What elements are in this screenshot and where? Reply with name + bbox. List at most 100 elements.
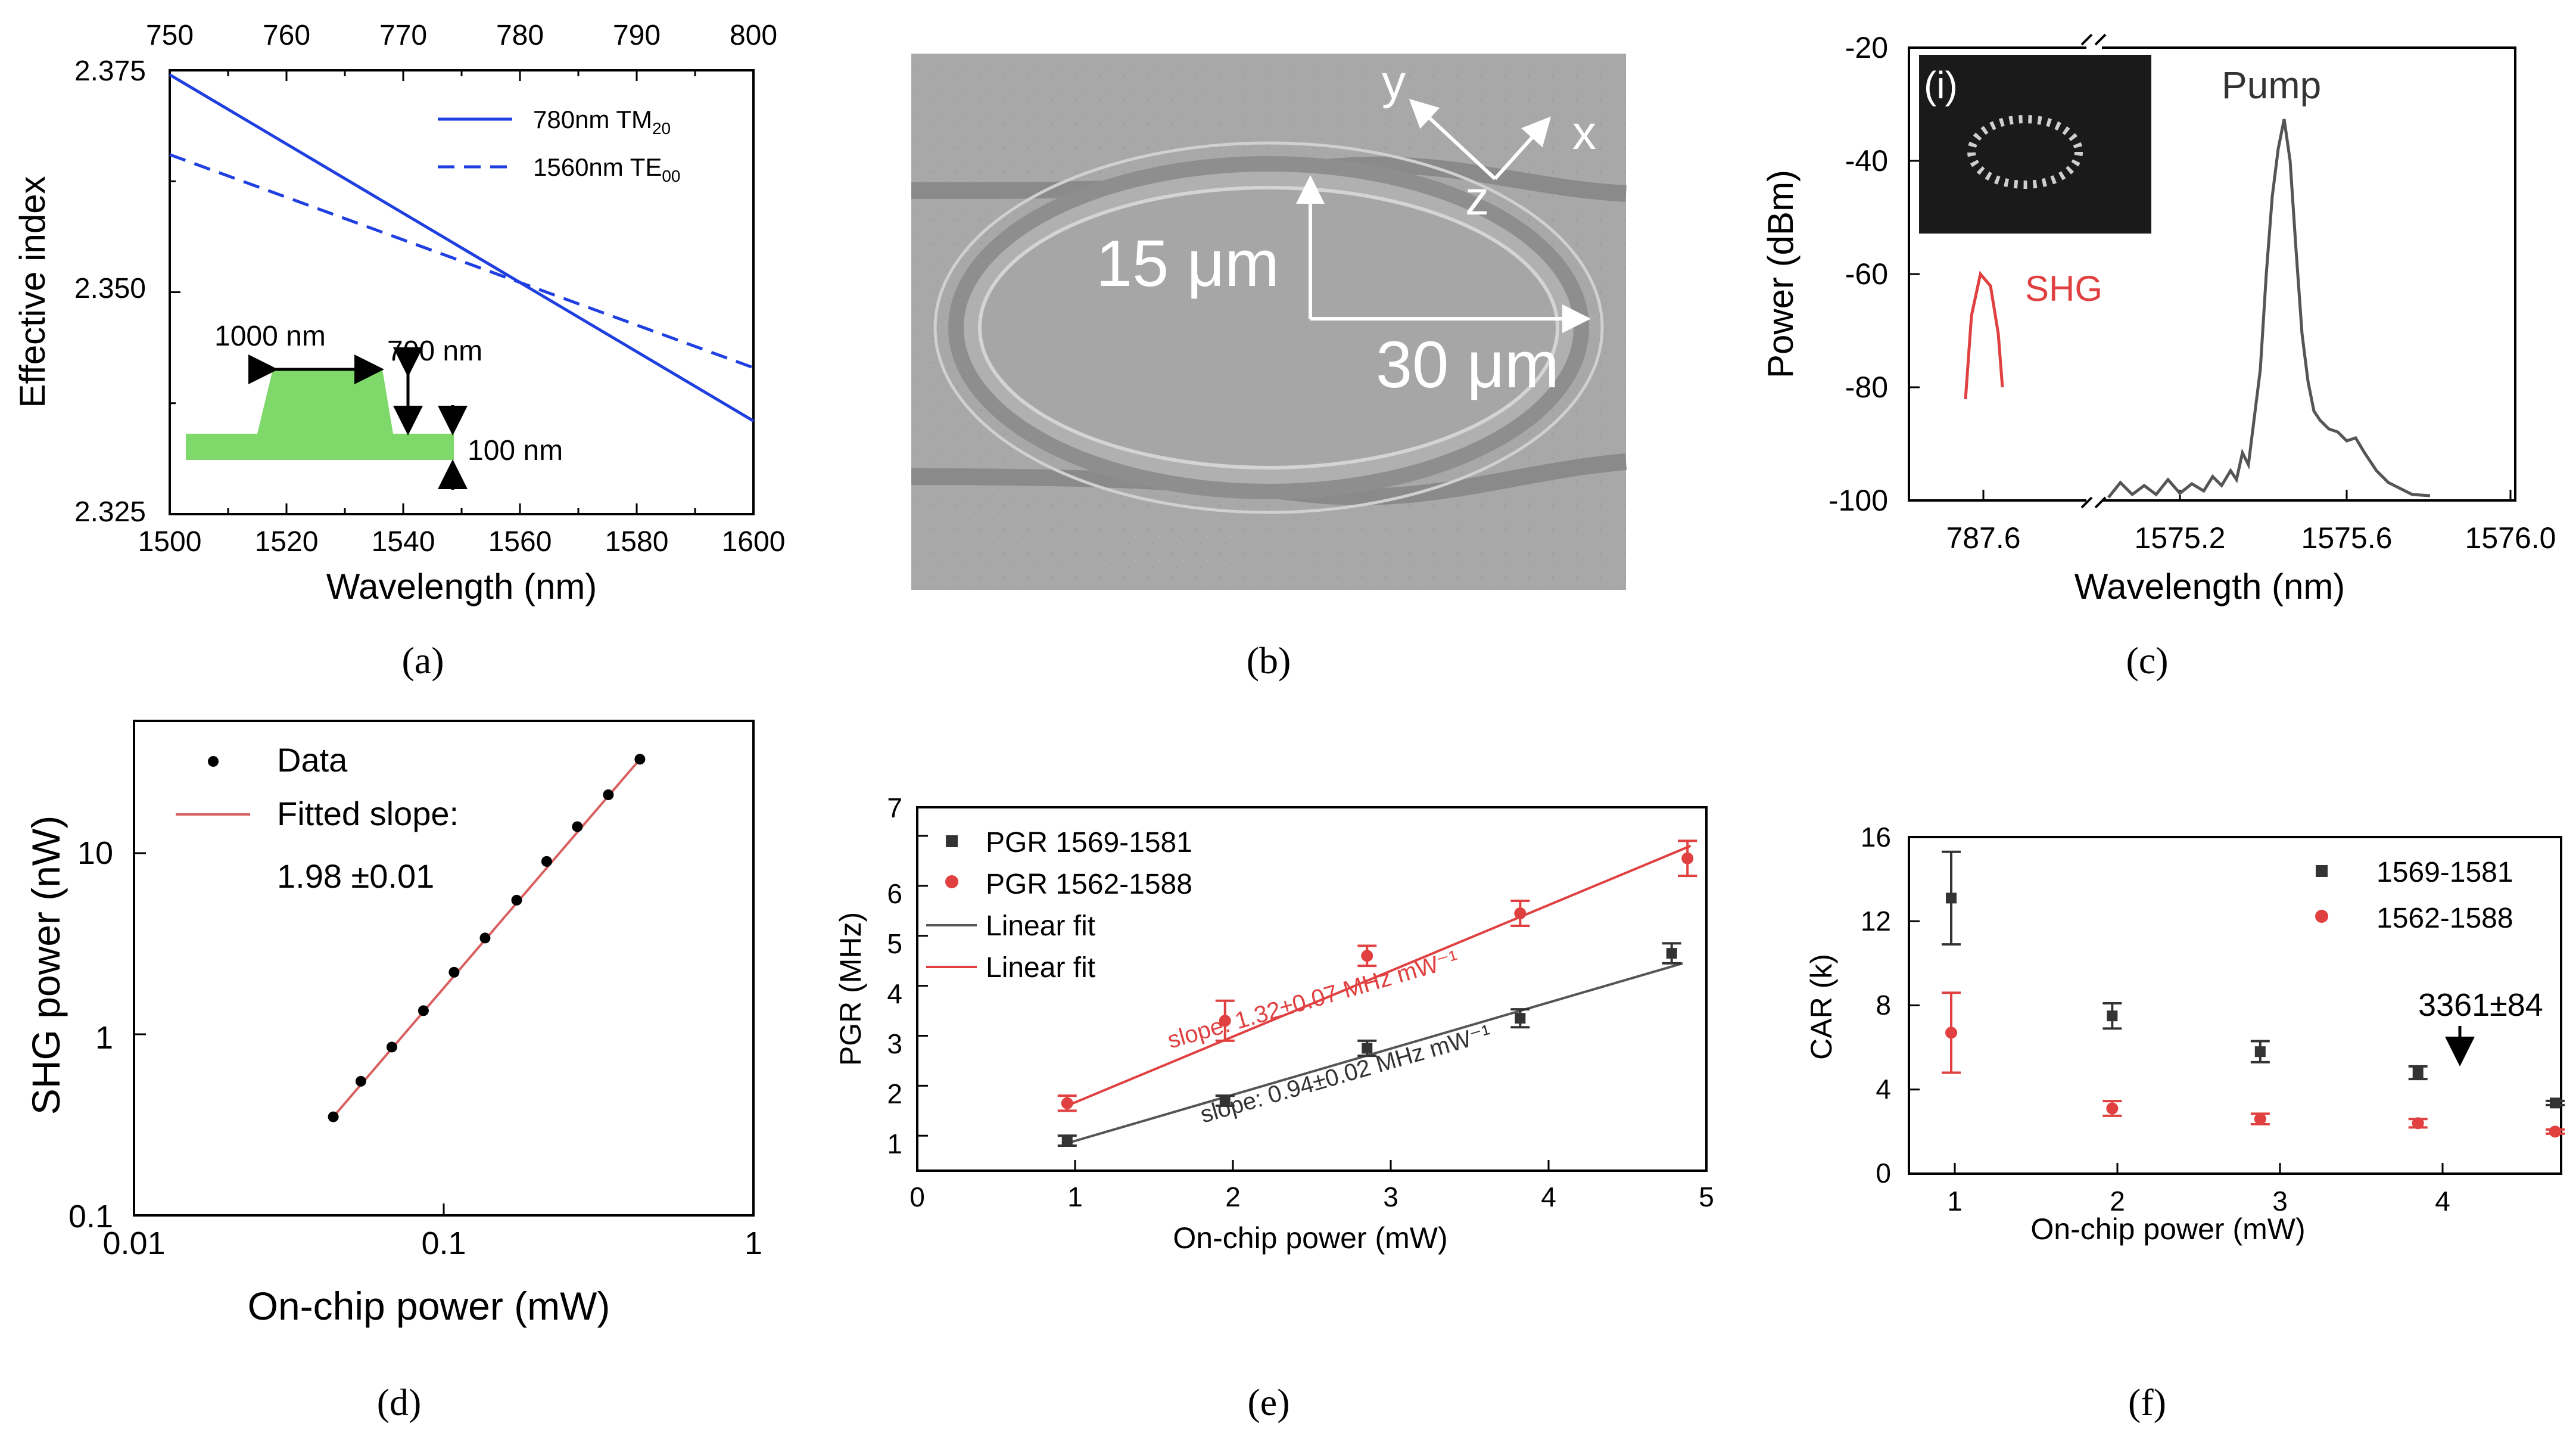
panel-d-ytick: 10 (77, 835, 113, 871)
panel-c-ytick: -60 (1845, 257, 1888, 291)
panel-e-xtick: 1 (1067, 1181, 1083, 1212)
panel-e-ylabel: PGR (MHz) (834, 912, 867, 1066)
panel-a-top-tick: 790 (613, 20, 661, 51)
panel-e-xtick: 0 (909, 1181, 925, 1212)
panel-d-legend-data: Data (277, 741, 348, 779)
panel-f-data-points (1941, 850, 2565, 1138)
panel-f-legend-s1: 1569-1581 (2376, 857, 2513, 888)
panel-d-legend-data-marker (208, 756, 219, 767)
panel-c-label: (c) (2126, 639, 2168, 682)
panel-c-break-mark (2080, 496, 2093, 509)
panel-e-xtick: 2 (1225, 1181, 1241, 1212)
panel-c-xtick: 1575.2 (2135, 521, 2226, 555)
panel-a-legend-solid: 780nm TM20 (533, 105, 671, 138)
panel-f-yticks: 0 4 8 12 16 (1861, 822, 1891, 1189)
panel-f-legend-s1-marker (2316, 865, 2328, 877)
panel-e-legend-s1: PGR 1569-1581 (986, 827, 1192, 859)
panel-a-top-tick: 770 (379, 20, 427, 51)
panel-a-label: (a) (401, 639, 444, 682)
panel-f-xticks: 1 2 3 4 5 (1947, 1186, 2450, 1217)
panel-e-data-point (1219, 1095, 1231, 1106)
panel-a-xtick: 1540 (372, 526, 435, 558)
sem-ring-outer-edge (933, 141, 1604, 514)
panel-f-ytick: 16 (1861, 822, 1891, 853)
panel-d-data-point (603, 789, 614, 801)
panel-e-slope-red: slope: 1.32±0.07 MHz mW⁻¹ (1164, 945, 1461, 1054)
panel-f-data-point (2412, 1117, 2424, 1130)
panel-c-break-mark (2080, 33, 2093, 46)
panel-d-data-point (386, 1041, 397, 1053)
sem-dimension-horizontal: 30 μm (1376, 328, 1559, 402)
panel-f-data-point (2254, 1113, 2266, 1125)
panel-e-data-point (1515, 1013, 1526, 1024)
panel-f-ytick: 0 (1876, 1158, 1891, 1189)
panel-d-ytick: 0.1 (68, 1199, 113, 1234)
panel-e-legend-s1-marker (946, 835, 958, 847)
panel-a-ticks (169, 69, 755, 515)
panel-e-ytick: 6 (887, 878, 902, 909)
panel-a-top-tick: 760 (263, 20, 310, 51)
panel-e-data-point (1061, 1097, 1073, 1109)
panel-f-data-point (2254, 1046, 2266, 1057)
panel-f-legend-s2-marker (2315, 910, 2328, 923)
panel-d-xtick: 1 (745, 1226, 762, 1261)
panel-e-data-point (1061, 1135, 1073, 1146)
panel-d: 10 1 0.1 0.01 0.1 1 On-chip power (mW) S… (24, 720, 762, 1423)
panel-d-xlabel: On-chip power (mW) (248, 1284, 610, 1328)
panel-c-pump-label: Pump (2222, 64, 2321, 107)
panel-c-break-mark (2094, 33, 2107, 46)
panel-a: 2.375 2.350 2.325 1500 1520 1540 1560 15… (13, 20, 785, 682)
panel-c-inset-label: (i) (1924, 64, 1958, 107)
panel-c: -20 -40 -60 -80 -100 787.6 1575.2 1575.6… (1761, 31, 2556, 682)
panel-f-xtick: 3 (2272, 1186, 2288, 1217)
panel-c-tickmarks (1909, 46, 2512, 502)
panel-a-top-tick: 780 (496, 20, 544, 51)
sem-dimension-vertical: 15 μm (1096, 227, 1279, 300)
sem-axis-x-arrow (1493, 116, 1552, 181)
panel-e: 1 2 3 4 5 6 7 0 1 2 3 4 5 On-chip power … (834, 792, 1714, 1423)
panel-d-data-point (418, 1005, 429, 1016)
panel-a-xtick: 1520 (255, 526, 319, 558)
panel-f-ytick: 4 (1876, 1074, 1891, 1105)
panel-f-xtick: 2 (2110, 1186, 2125, 1217)
panel-d-legend-fit: Fitted slope: (277, 795, 459, 832)
panel-a-inset-slab: 100 nm (468, 435, 563, 466)
panel-e-legend-s2: PGR 1562-1588 (986, 869, 1192, 900)
panel-e-tickmarks (916, 835, 1708, 1171)
panel-b-label: (b) (1247, 639, 1291, 682)
panel-f-data-point (2106, 1102, 2119, 1115)
panel-a-waveguide-inset (186, 369, 454, 460)
sem-axis-y-arrow (1409, 98, 1497, 181)
panel-c-xticks: 787.6 1575.2 1575.6 1576.0 (1946, 521, 2556, 555)
panel-f-data-point (1945, 1027, 1957, 1039)
panel-d-data-points (328, 754, 646, 1122)
panel-a-xticks: 1500 1520 1540 1560 1580 1600 (138, 526, 786, 558)
panel-f-legend-s2: 1562-1588 (2376, 903, 2513, 934)
panel-d-legend-slope: 1.98 ±0.01 (277, 857, 434, 895)
panel-f: 0 4 8 12 16 1 2 3 4 5 On-chip power (mW)… (1805, 822, 2565, 1423)
panel-d-data-point (448, 966, 460, 978)
panel-a-legend-dashed: 1560nm TE00 (533, 153, 681, 185)
panel-c-xtick: 787.6 (1946, 521, 2020, 555)
panel-d-data-point (355, 1075, 366, 1087)
panel-c-ylabel: Power (dBm) (1761, 170, 1801, 378)
panel-e-ytick: 5 (887, 928, 902, 959)
panel-e-xtick: 3 (1383, 1181, 1398, 1212)
panel-e-data-point (1362, 1043, 1373, 1054)
panel-b: 15 μm 30 μm y x z (b) (911, 54, 1627, 682)
panel-c-yticks: -20 -40 -60 -80 -100 (1829, 31, 1888, 517)
panel-e-data-points (1057, 839, 1697, 1147)
panel-a-ytick-2: 2.325 (74, 496, 146, 528)
panel-e-data-point (1666, 948, 1677, 959)
sem-axis-y: y (1382, 55, 1406, 108)
panel-a-xtick: 1580 (605, 526, 669, 558)
panel-f-xtick: 4 (2435, 1186, 2450, 1217)
panel-e-xlabel: On-chip power (mW) (1173, 1221, 1447, 1255)
panel-d-data-point (511, 894, 522, 906)
panel-e-label: (e) (1247, 1381, 1289, 1423)
panel-e-ytick: 7 (887, 792, 902, 823)
panel-e-ytick: 3 (887, 1028, 902, 1059)
panel-f-data-point (1945, 892, 1957, 904)
panel-a-ytick-1: 2.350 (74, 273, 146, 304)
